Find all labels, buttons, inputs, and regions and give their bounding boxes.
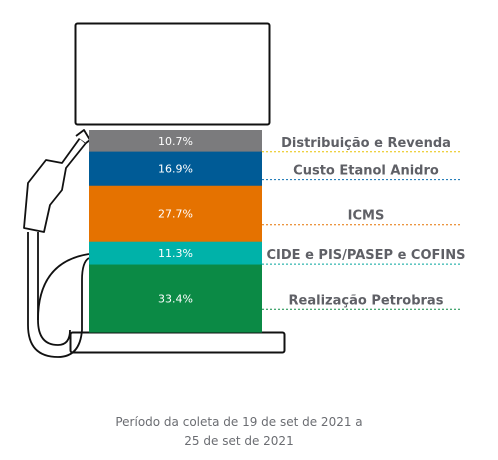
pump-nozzle [23, 137, 87, 233]
pump-hose-connector [37, 253, 90, 321]
pump-nozzle-tip [75, 129, 91, 144]
segment-value-label-2: 16.9% [158, 163, 193, 176]
pump-hose [37, 232, 71, 346]
pump-display-screen [74, 22, 271, 126]
segment-5 [89, 264, 262, 333]
stacked-segments: 10.7% Distribuição e Revenda 16.9% Custo Et… [89, 130, 465, 333]
segment-value-label-1: 10.7% [158, 135, 193, 148]
category-label-2: Custo Etanol Anidro [293, 164, 439, 179]
fuel-pump-stacked-chart: 10.7% Distribuição e Revenda 16.9% Custo Et… [23, 22, 465, 358]
segment-3 [89, 185, 262, 243]
footnote-line-1: Período da coleta de 19 de set de 2021 a [115, 415, 363, 429]
category-label-4: CIDE e PIS/PASEP e COFINS [267, 248, 466, 263]
category-label-3: ICMS [348, 209, 385, 224]
segment-value-label-5: 33.4% [158, 292, 193, 305]
pump-base [69, 331, 286, 354]
footnote-line-2: 25 de set de 2021 [184, 434, 294, 448]
category-label-1: Distribuição e Revenda [281, 136, 451, 151]
segment-value-label-4: 11.3% [158, 247, 193, 260]
pump-hose-inner [27, 232, 90, 358]
segment-4 [89, 241, 262, 266]
segment-1 [89, 130, 262, 153]
segment-2 [89, 151, 262, 187]
segment-value-label-3: 27.7% [158, 208, 193, 221]
category-label-5: Realização Petrobras [289, 293, 444, 308]
